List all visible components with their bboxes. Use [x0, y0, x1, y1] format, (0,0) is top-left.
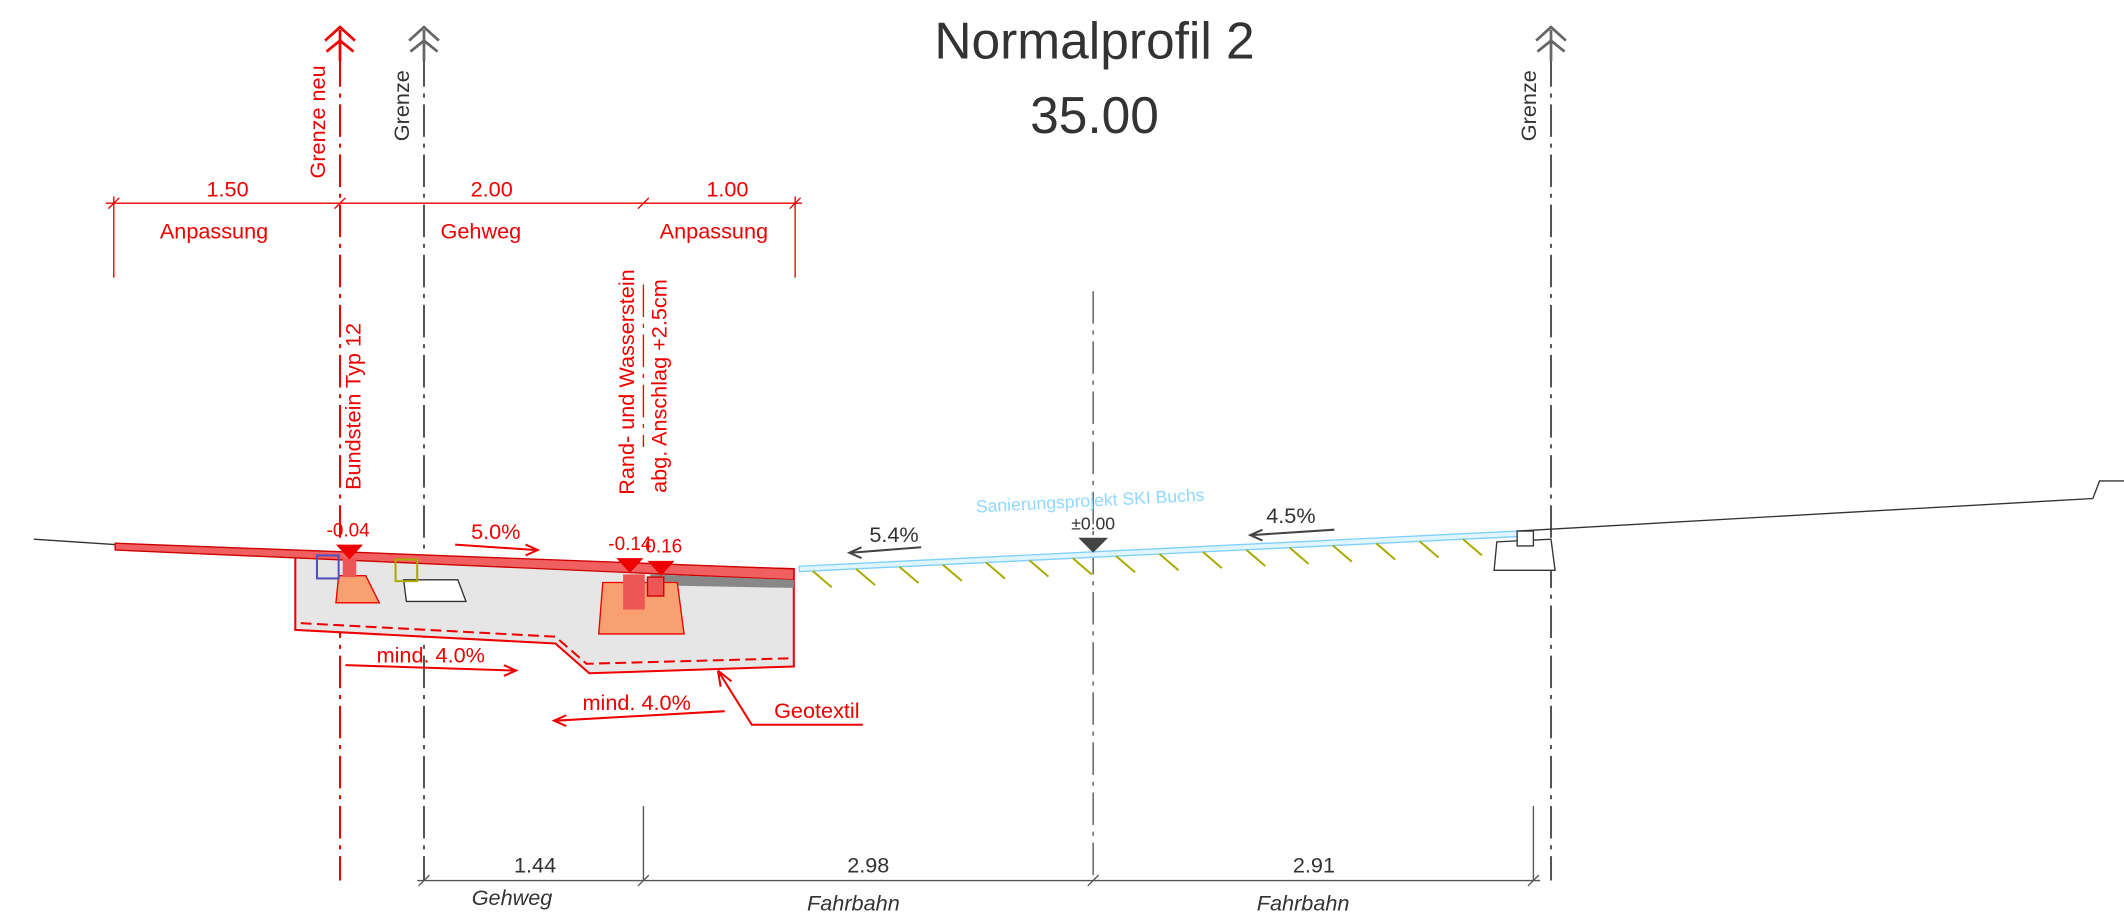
hatch-line	[1202, 551, 1223, 569]
hatch-line	[812, 570, 833, 589]
boundary-markers	[324, 25, 1567, 61]
dimension-label: Anpassung	[660, 218, 768, 243]
slope: mind. 4.0%	[377, 642, 485, 667]
dimension-label: Gehweg	[441, 218, 522, 243]
level-markers	[335, 537, 1109, 576]
level: -0.04	[327, 520, 370, 541]
dimension-label: Fahrbahn	[807, 890, 900, 915]
level: 0.16	[645, 537, 682, 558]
hatch-line	[1158, 553, 1180, 572]
hatch-line	[855, 568, 876, 586]
top-dimension	[105, 196, 802, 278]
dimension-value: 2.91	[1293, 852, 1335, 877]
hatch-line	[898, 565, 920, 584]
annotation: abg. Anschlag +2.5cm	[646, 279, 671, 493]
sidewalk-structure	[114, 530, 1556, 675]
bottom-dimension	[417, 874, 1541, 887]
annotation: Bundstein Typ 12	[340, 323, 365, 490]
axes	[338, 54, 1553, 881]
title: Normalprofil 2	[934, 11, 1254, 69]
slope: 5.4%	[869, 522, 918, 547]
hatch-line	[1288, 546, 1310, 565]
hatch-line	[1028, 559, 1050, 578]
slope: mind. 4.0%	[582, 690, 690, 715]
hatch-line	[985, 561, 1006, 580]
hatch-line	[1115, 555, 1136, 574]
hatch-line	[1072, 557, 1093, 576]
annotation: Rand- und Wasserstein	[614, 269, 639, 495]
hatch-line	[1332, 544, 1353, 563]
hatch-line	[1375, 542, 1396, 561]
hatch-line	[1245, 548, 1266, 567]
arrows	[345, 528, 1335, 728]
level: -0.14	[608, 534, 651, 555]
boundary-label: Grenze	[1516, 70, 1541, 141]
boundary-label: Grenze	[389, 70, 414, 141]
dimension-value: 2.98	[847, 852, 889, 877]
hatch-line	[1418, 540, 1440, 559]
annotation: Geotextil	[774, 698, 859, 723]
dimension-value: 2.00	[471, 176, 513, 201]
dimension-value: 1.50	[206, 176, 248, 201]
hatch-line	[942, 563, 963, 582]
station: 35.00	[1030, 86, 1159, 144]
dimension-value: 1.00	[706, 176, 748, 201]
level: ±0.00	[1071, 514, 1115, 534]
slope: 5.0%	[471, 519, 520, 544]
dimension-label: Gehweg	[472, 885, 553, 910]
boundary-label: Grenze neu	[305, 65, 330, 178]
dimension-label: Anpassung	[160, 218, 268, 243]
watermark: Sanierungsprojekt SKI Buchs	[975, 485, 1205, 517]
hatch-line	[1462, 538, 1483, 557]
terrain	[33, 480, 2124, 546]
dimension-value: 1.44	[514, 852, 556, 877]
dimension-label: Fahrbahn	[1257, 890, 1350, 915]
slope: 4.5%	[1266, 503, 1315, 528]
